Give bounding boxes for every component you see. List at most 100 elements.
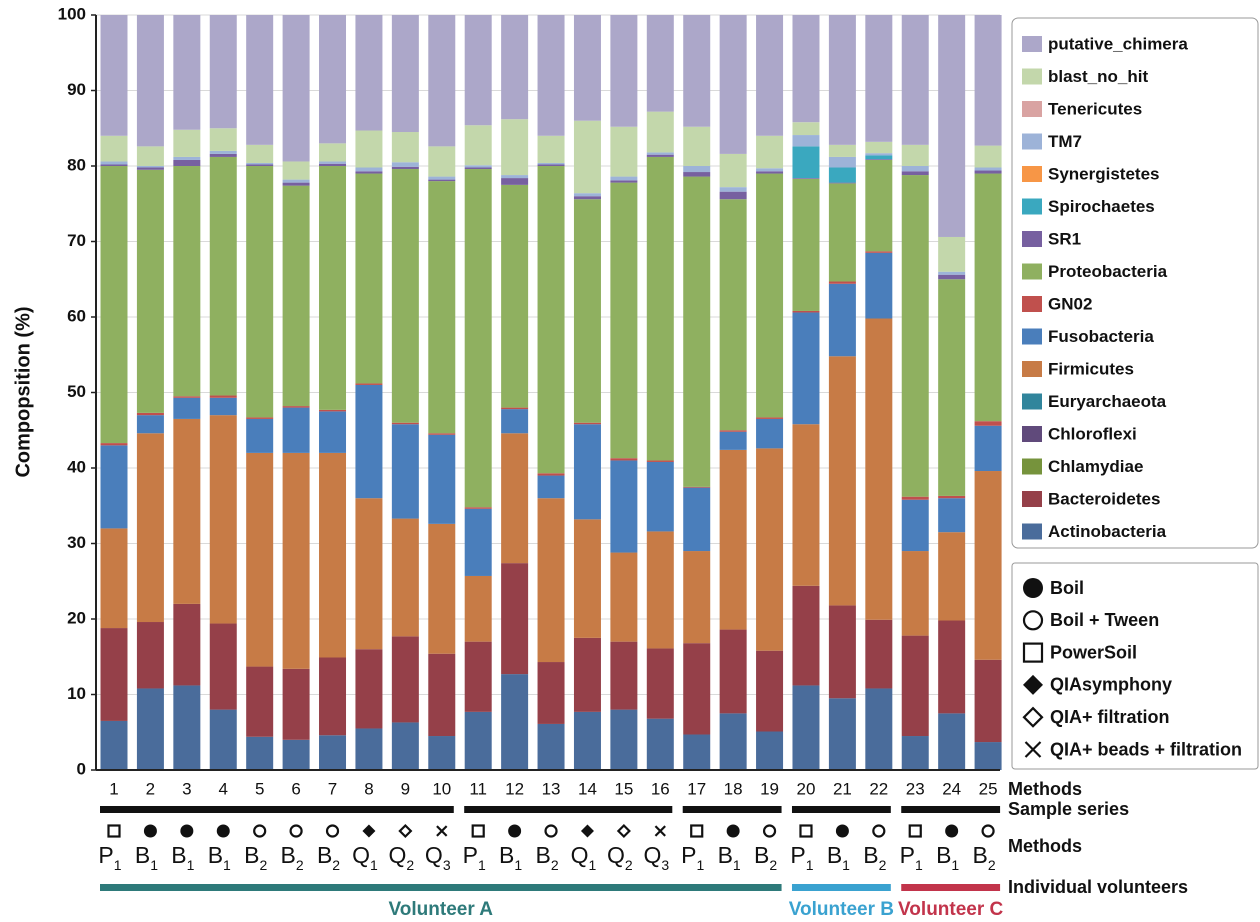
methods-legend-label: QIAsymphony: [1050, 675, 1172, 695]
bar-segment: [209, 397, 237, 416]
bar-segment: [100, 443, 128, 446]
bar-segment: [246, 166, 274, 418]
method-label: B1: [936, 842, 959, 873]
bar-segment: [974, 421, 1002, 426]
bar-segment: [756, 173, 784, 418]
sample-series-bar: [901, 806, 1001, 813]
method-letter: P: [900, 842, 915, 868]
method-subscript: 1: [187, 857, 195, 873]
method-marker: [544, 824, 558, 838]
bar-segment: [355, 130, 383, 168]
bar-segment: [537, 723, 565, 770]
bar-segment: [646, 154, 674, 157]
bar-segment: [537, 498, 565, 663]
method-marker: [580, 824, 594, 838]
bar-segment: [136, 415, 164, 434]
method-letter: B: [208, 842, 223, 868]
bar-segment: [246, 452, 274, 667]
bar-segment: [391, 722, 419, 770]
x-tick-label: 8: [364, 779, 373, 798]
legend-label: Proteobacteria: [1048, 262, 1168, 281]
method-subscript: 2: [988, 857, 996, 873]
method-letter: P: [98, 842, 113, 868]
method-label: B2: [281, 842, 304, 873]
y-tick-label: 100: [58, 4, 86, 23]
bar-segment: [136, 15, 164, 147]
bar-segment: [646, 461, 674, 532]
bar-segment: [209, 153, 237, 157]
method-letter: B: [863, 842, 878, 868]
volunteer-label: Volunteer B: [789, 899, 894, 920]
bar-segment: [719, 431, 747, 450]
method-subscript: 2: [551, 857, 559, 873]
method-letter: Q: [425, 842, 443, 868]
bar-segment: [319, 409, 347, 412]
bar-segment: [100, 720, 128, 770]
method-subscript: 1: [733, 857, 741, 873]
legend-label: Bacteroidetes: [1048, 489, 1160, 508]
method-subscript: 1: [150, 857, 158, 873]
legend-label: Euryarchaeota: [1048, 392, 1167, 411]
methods-legend-label: QIA+ beads + filtration: [1050, 739, 1242, 759]
methods-legend-label: Boil: [1050, 578, 1084, 598]
method-marker: [325, 824, 340, 838]
method-subscript: 2: [296, 857, 304, 873]
bar-segment: [865, 159, 893, 160]
method-marker: [981, 824, 995, 838]
bar-segment: [756, 650, 784, 732]
x-tick-label: 14: [578, 779, 597, 798]
bar-segment: [136, 169, 164, 413]
method-marker: [180, 824, 194, 838]
bar-segment: [901, 736, 929, 770]
bar-segment: [319, 143, 347, 162]
bar-segment: [828, 283, 856, 357]
bar-segment: [828, 281, 856, 284]
bar-segment: [646, 718, 674, 770]
bar-segment: [828, 605, 856, 699]
bar-segment: [537, 15, 565, 136]
bar-segment: [646, 111, 674, 153]
method-subscript: 2: [259, 857, 267, 873]
y-tick-label: 60: [67, 306, 86, 325]
bar-segment: [173, 166, 201, 397]
bar-segment: [683, 643, 711, 735]
legend-label: Chlamydiae: [1048, 457, 1143, 476]
x-tick-label: 6: [291, 779, 300, 798]
bar-segment: [974, 471, 1002, 660]
x-tick-label: 20: [797, 779, 816, 798]
bar-segment: [901, 499, 929, 552]
x-tick-label: 3: [182, 779, 191, 798]
x-tick-label: 9: [401, 779, 410, 798]
bar-segment: [719, 713, 747, 770]
x-tick-label: 2: [146, 779, 155, 798]
method-subscript: 1: [514, 857, 522, 873]
method-label: Q1: [571, 842, 597, 873]
y-tick-label: 10: [67, 684, 86, 703]
legend-label: blast_no_hit: [1048, 67, 1148, 86]
bar-segment: [573, 199, 601, 423]
method-marker: [216, 824, 230, 838]
method-marker: [835, 824, 849, 838]
bar-segment: [865, 619, 893, 689]
method-letter: P: [463, 842, 478, 868]
bar-segment: [792, 135, 820, 147]
bar-segment: [719, 449, 747, 630]
bar-segment: [828, 15, 856, 145]
bar-segment: [173, 15, 201, 130]
method-letter: B: [936, 842, 951, 868]
methods-legend-marker: [1022, 706, 1044, 728]
bar-segment: [464, 125, 492, 166]
method-label: B2: [863, 842, 886, 873]
bar-segment: [391, 166, 419, 170]
bar-segment: [282, 407, 310, 453]
method-marker: [362, 824, 376, 838]
method-letter: B: [135, 842, 150, 868]
bar-segment: [719, 15, 747, 154]
bar-segment: [828, 167, 856, 183]
method-subscript: 1: [915, 857, 923, 873]
bar-segment: [173, 418, 201, 604]
method-letter: B: [281, 842, 296, 868]
bar-segment: [573, 424, 601, 520]
method-letter: B: [754, 842, 769, 868]
